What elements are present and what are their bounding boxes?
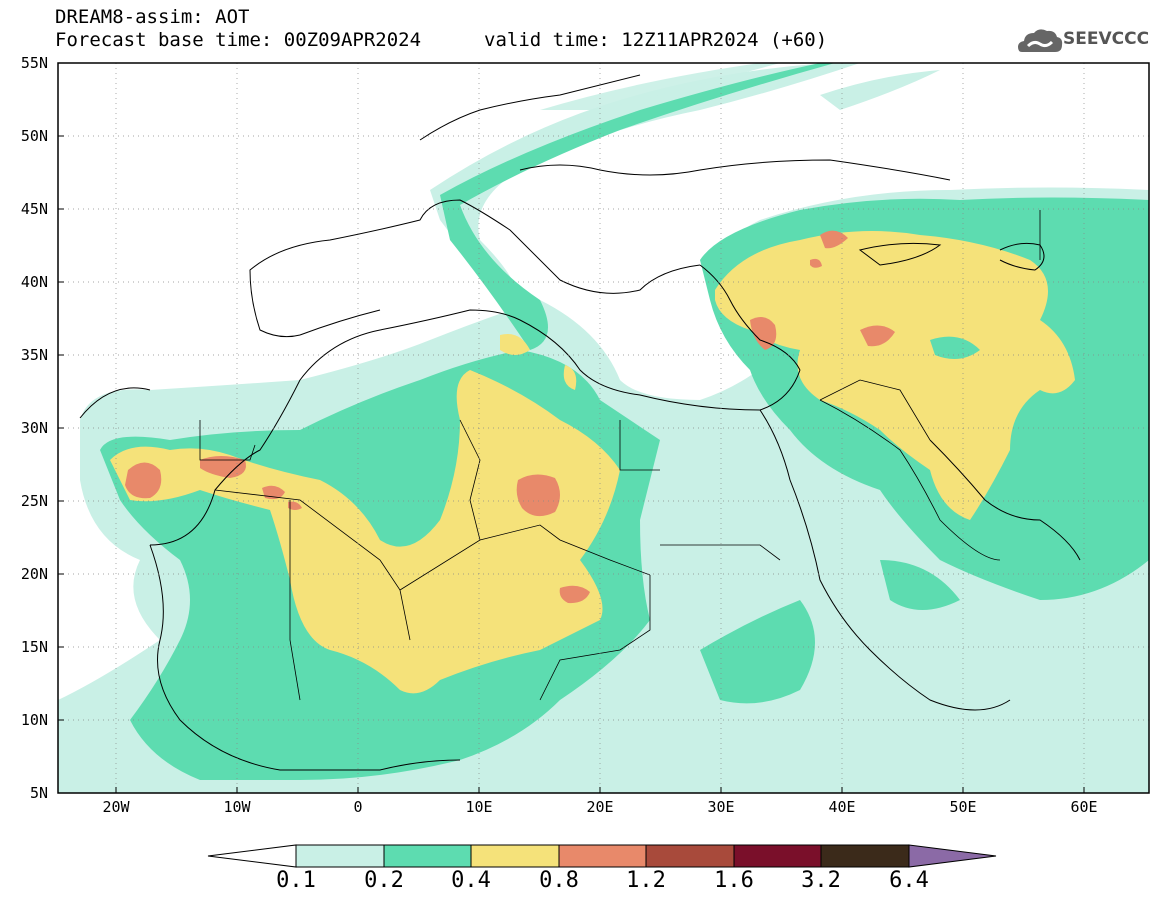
colorbar-segment	[470, 844, 560, 868]
lat-label: 35N	[21, 346, 48, 364]
colorbar-label: 0.4	[451, 868, 491, 893]
aot-level-0.4	[110, 231, 1075, 694]
colorbar-label: 0.2	[364, 868, 404, 893]
colorbar-segment	[295, 844, 385, 868]
lon-label: 60E	[1070, 798, 1097, 816]
lon-label: 40E	[828, 798, 855, 816]
colorbar-segment	[383, 844, 472, 868]
lat-label: 25N	[21, 492, 48, 510]
coastlines	[79, 74, 1081, 771]
lat-label: 15N	[21, 638, 48, 656]
colorbar-label: 6.4	[889, 868, 929, 893]
forecast-base-time: Forecast base time: 00Z09APR2024	[55, 29, 422, 51]
lat-label: 50N	[21, 127, 48, 145]
lon-label: 30E	[707, 798, 734, 816]
colorbar-label: 1.2	[626, 868, 666, 893]
lon-label: 10W	[223, 798, 251, 816]
lon-label: 10E	[465, 798, 492, 816]
colorbar-segment	[645, 844, 735, 868]
lon-label: 20E	[586, 798, 613, 816]
lat-label: 5N	[30, 784, 48, 802]
country-borders	[199, 210, 1041, 701]
cloud-logo-icon	[1018, 29, 1063, 52]
valid-time: valid time: 12Z11APR2024 (+60)	[484, 29, 828, 51]
aot-level-0.8	[125, 230, 895, 604]
map-title: DREAM8-assim: AOT	[55, 6, 250, 28]
colorbar-segment	[820, 844, 910, 868]
longitude-labels: 20W 10W 0 10E 20E 30E 40E 50E 60E	[102, 798, 1097, 816]
lat-label: 20N	[21, 565, 48, 583]
aot-fields	[58, 63, 1149, 793]
lat-label: 10N	[21, 711, 48, 729]
lat-label: 30N	[21, 419, 48, 437]
colorbar-label: 0.1	[276, 868, 316, 893]
lon-label: 20W	[102, 798, 130, 816]
latitude-labels: 55N 50N 45N 40N 35N 30N 25N 20N 15N 10N …	[21, 54, 48, 802]
lat-label: 45N	[21, 200, 48, 218]
colorbar-below-arrow	[207, 844, 297, 868]
axis-ticks	[58, 62, 1085, 793]
colorbar	[207, 844, 997, 868]
graticule	[58, 63, 1149, 793]
colorbar-label: 3.2	[801, 868, 841, 893]
colorbar-label: 0.8	[539, 868, 579, 893]
colorbar-label: 1.6	[714, 868, 754, 893]
lat-label: 40N	[21, 273, 48, 291]
lon-label: 50E	[949, 798, 976, 816]
colorbar-segment	[733, 844, 822, 868]
lon-label: 0	[353, 798, 362, 816]
lat-label: 55N	[21, 54, 48, 72]
logo-text: SEEVCCC	[1063, 29, 1150, 49]
colorbar-above-arrow	[908, 844, 997, 868]
colorbar-segment	[558, 844, 647, 868]
